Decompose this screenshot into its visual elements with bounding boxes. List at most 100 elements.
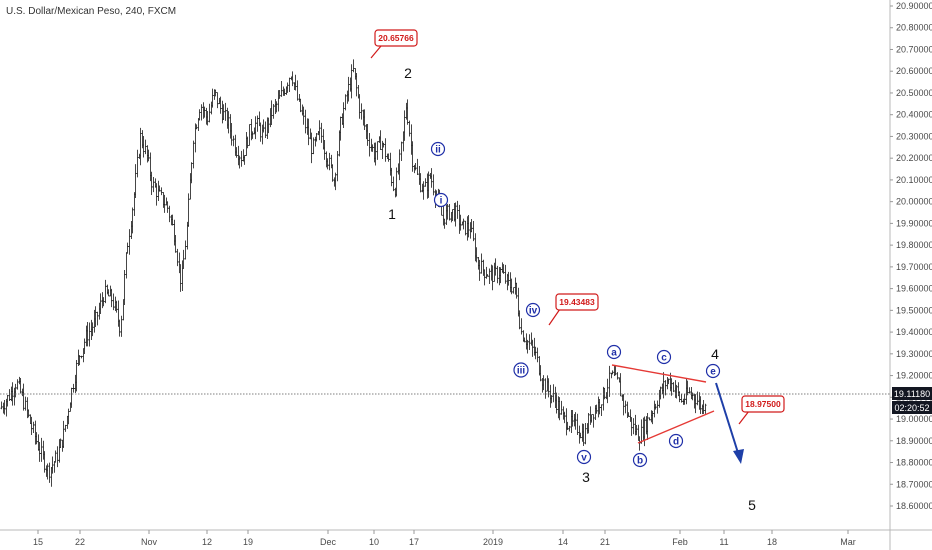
y-tick-label: 20.00000	[896, 197, 932, 207]
ohlc-bar	[166, 201, 169, 213]
ohlc-bar	[483, 269, 486, 286]
ohlc-bar	[40, 437, 43, 462]
ohlc-bar	[320, 122, 323, 143]
ohlc-bar	[686, 380, 689, 396]
price-series	[0, 59, 707, 487]
ohlc-bar	[488, 268, 491, 285]
ohlc-bar	[427, 171, 430, 198]
ohlc-bar	[400, 141, 403, 161]
ohlc-bar	[459, 214, 462, 231]
ohlc-bar	[70, 387, 73, 408]
ohlc-bar	[294, 74, 297, 91]
ohlc-bar	[256, 115, 259, 132]
wave-label-c-text: c	[661, 353, 667, 364]
ohlc-bar	[592, 414, 595, 428]
wave-label-e-text: e	[710, 367, 716, 378]
plot-area[interactable]	[0, 0, 890, 530]
ohlc-bar	[302, 106, 305, 125]
ohlc-bar	[280, 81, 283, 97]
projection-arrow-shaft[interactable]	[715, 382, 740, 457]
y-tick-label: 19.20000	[896, 371, 932, 381]
ohlc-bar	[43, 451, 46, 473]
ohlc-bar	[296, 80, 299, 101]
y-tick-label: 20.10000	[896, 175, 932, 185]
ohlc-bar	[670, 378, 673, 396]
y-tick-label: 20.30000	[896, 131, 932, 141]
ohlc-bar	[414, 163, 417, 171]
current-price-label: 19.11180	[894, 389, 930, 399]
ohlc-bar	[534, 346, 537, 360]
callout-target-label: 18.97500	[745, 399, 781, 409]
ohlc-bar	[62, 420, 65, 448]
wave-label-i-circle	[433, 192, 449, 208]
wave-label-1: 1	[388, 206, 396, 222]
callout-high-pointer	[370, 45, 382, 59]
ohlc-bar	[416, 158, 419, 175]
ohlc-bar	[240, 150, 243, 167]
x-tick-label: 12	[202, 537, 212, 547]
ohlc-bar	[232, 135, 235, 147]
wave-label-ii: ii	[430, 141, 446, 157]
callout-wave-iv[interactable]: 19.43483	[548, 293, 599, 326]
x-tick-label: 17	[409, 537, 419, 547]
callout-high[interactable]: 20.65766	[370, 29, 418, 59]
y-tick-label: 20.90000	[896, 1, 932, 11]
ohlc-bar	[430, 168, 433, 188]
ohlc-bar	[694, 394, 697, 414]
ohlc-bar	[563, 411, 566, 424]
ohlc-bar	[654, 403, 657, 410]
ohlc-bar	[222, 104, 225, 121]
x-tick-label: Feb	[672, 537, 688, 547]
callout-target-pointer	[738, 410, 750, 425]
wave-label-e: e	[705, 363, 721, 379]
ohlc-bar	[94, 306, 97, 327]
ohlc-bar	[187, 193, 190, 227]
ohlc-bar	[110, 288, 113, 308]
y-tick-label: 20.80000	[896, 23, 932, 33]
ohlc-bar	[627, 412, 630, 417]
ohlc-bar	[520, 318, 523, 335]
ohlc-bar	[390, 167, 393, 187]
y-tick-label: 19.50000	[896, 305, 932, 315]
callout-target[interactable]: 18.97500	[738, 395, 785, 425]
ohlc-bar	[38, 441, 41, 462]
ohlc-bar	[472, 221, 475, 242]
wave-label-b: b	[632, 452, 648, 468]
y-tick-label: 19.60000	[896, 284, 932, 294]
ohlc-bar	[411, 141, 414, 172]
ohlc-bar	[30, 416, 33, 436]
ohlc-bar	[131, 207, 134, 234]
ohlc-bar	[454, 202, 457, 227]
ohlc-bar	[382, 142, 385, 148]
y-tick-label: 18.80000	[896, 458, 932, 468]
triangle-upper-trendline[interactable]	[611, 364, 707, 383]
wave-label-5: 5	[748, 497, 756, 513]
ohlc-bar	[46, 463, 49, 480]
ohlc-bar	[526, 339, 529, 354]
ohlc-bar	[624, 400, 627, 414]
ohlc-bar	[355, 72, 358, 97]
wave-label-2: 2	[404, 65, 412, 81]
ohlc-bar	[486, 274, 489, 277]
ohlc-bar	[384, 138, 387, 162]
wave-label-ii-circle	[430, 141, 446, 157]
ohlc-bar	[8, 389, 11, 401]
x-tick-label: Dec	[320, 537, 337, 547]
ohlc-bar	[595, 404, 598, 414]
ohlc-bar	[531, 339, 534, 357]
triangle-lower-trendline[interactable]	[637, 410, 715, 444]
ohlc-bar	[219, 96, 222, 114]
ohlc-bar	[656, 400, 659, 414]
ohlc-bar	[547, 378, 550, 398]
ohlc-bar	[507, 271, 510, 286]
ohlc-bar	[702, 400, 705, 414]
ohlc-bar	[611, 370, 614, 375]
y-tick-label: 19.70000	[896, 262, 932, 272]
ohlc-bar	[398, 149, 401, 181]
ohlc-bar	[475, 247, 478, 263]
ohlc-bar	[24, 396, 27, 411]
ohlc-bar	[144, 139, 147, 155]
ohlc-bar	[155, 183, 158, 206]
ohlc-bar	[584, 422, 587, 445]
